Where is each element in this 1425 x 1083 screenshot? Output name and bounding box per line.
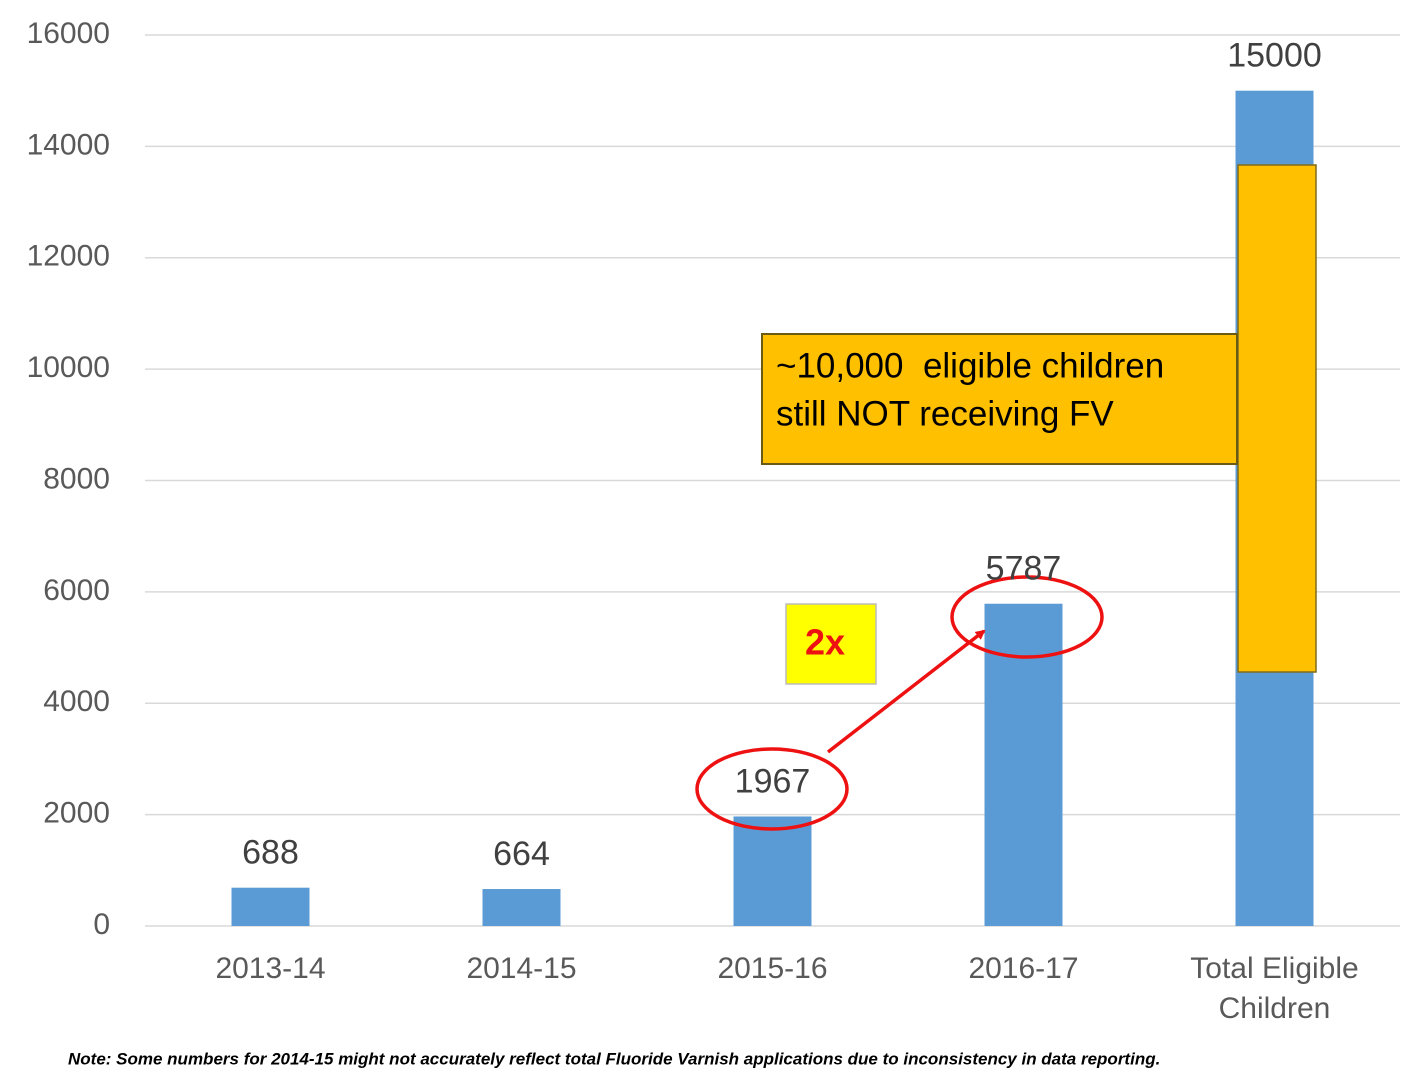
data-label: 15000 <box>1227 37 1322 75</box>
x-tick-label: 2013-14 <box>215 952 325 985</box>
data-label: 1967 <box>735 762 811 800</box>
annotation-line: still NOT receiving FV <box>776 394 1114 433</box>
bar <box>733 816 812 926</box>
y-tick-label: 10000 <box>27 351 110 384</box>
multiplier-label: 2x <box>805 622 845 663</box>
annotation-box <box>761 333 1238 465</box>
x-tick-label: 2014-15 <box>466 952 576 985</box>
y-tick-label: 4000 <box>43 685 110 718</box>
bars <box>231 90 1314 926</box>
data-label: 688 <box>242 834 299 872</box>
y-tick-label: 16000 <box>27 17 110 50</box>
data-label: 5787 <box>986 550 1062 588</box>
growth-arrow <box>826 629 986 754</box>
data-label: 664 <box>493 835 550 873</box>
y-tick-label: 12000 <box>27 240 110 273</box>
y-tick-label: 0 <box>93 908 110 941</box>
bar <box>482 889 561 926</box>
highlight-ellipse <box>695 747 849 831</box>
y-tick-label: 6000 <box>43 574 110 607</box>
y-tick-label: 8000 <box>43 462 110 495</box>
x-tick-label: 2016-17 <box>968 952 1078 985</box>
x-tick-label: Total Eligible Children <box>1190 952 1358 1025</box>
y-tick-label: 14000 <box>27 128 110 161</box>
highlight-ellipse <box>950 575 1104 659</box>
note: Note: Some numbers for 2014-15 might not… <box>68 1049 1160 1068</box>
remaining-segment <box>1237 164 1317 673</box>
x-tick-label: 2015-16 <box>717 952 827 985</box>
y-tick-label: 2000 <box>43 797 110 830</box>
bar <box>231 887 310 926</box>
multiplier-box <box>785 603 877 685</box>
annotation-line: ~10,000 eligible children <box>776 346 1164 385</box>
